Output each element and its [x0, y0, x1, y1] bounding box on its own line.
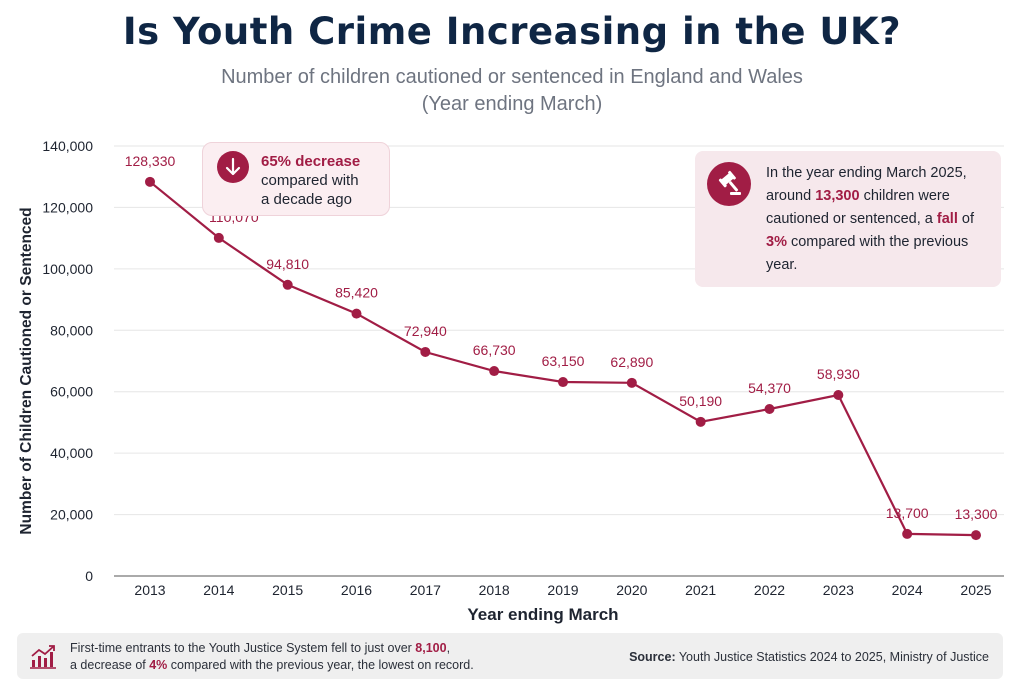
point-label: 62,890: [610, 354, 653, 370]
series-points: [145, 176, 981, 541]
gavel-icon: [707, 162, 751, 206]
point-label: 63,150: [542, 353, 585, 369]
fall-percent: 3%: [766, 234, 787, 250]
data-point: [764, 404, 775, 415]
point-label: 72,940: [404, 323, 447, 339]
y-tick-label: 40,000: [50, 445, 93, 461]
x-tick-label: 2022: [754, 582, 785, 598]
y-tick-label: 60,000: [50, 384, 93, 400]
data-point: [695, 416, 706, 427]
x-tick-label: 2025: [960, 582, 991, 598]
decrease-line-2: compared with: [261, 172, 359, 189]
children-count: 13,300: [815, 188, 860, 204]
summary-callout-text: In the year ending March 2025, around 13…: [766, 165, 974, 273]
y-tick-label: 80,000: [50, 322, 93, 338]
x-tick-label: 2018: [479, 582, 510, 598]
point-label: 13,300: [955, 506, 998, 522]
source-note: Source: Youth Justice Statistics 2024 to…: [629, 650, 989, 664]
decrease-callout-text: 65% decrease compared with a decade ago: [261, 152, 360, 209]
data-point: [902, 528, 913, 539]
data-point: [145, 176, 155, 187]
point-labels: 128,330110,07094,81085,42072,94066,73063…: [125, 153, 998, 522]
decrease-line-3: a decade ago: [261, 191, 352, 208]
first-time-entrants-percent: 4%: [149, 658, 168, 672]
summary-callout: In the year ending March 2025, around 13…: [695, 151, 1001, 287]
point-label: 58,930: [817, 366, 860, 382]
point-label: 50,190: [679, 393, 722, 409]
data-point: [971, 530, 981, 541]
y-tick-label: 140,000: [42, 138, 93, 154]
point-label: 128,330: [125, 153, 176, 169]
decrease-percent: 65% decrease: [261, 153, 361, 170]
data-point: [213, 232, 224, 243]
x-axis-title: Year ending March: [467, 605, 618, 624]
fall-word: fall: [936, 211, 958, 227]
page-subtitle: Number of children cautioned or sentence…: [0, 64, 1024, 118]
line-chart: 0 20,000 40,000 60,000 80,000 100,000 120,000 1…: [18, 138, 1004, 624]
y-tick-label: 20,000: [50, 507, 93, 523]
x-tick-label: 2024: [892, 582, 923, 598]
data-point: [626, 377, 637, 388]
data-point: [489, 366, 500, 377]
x-tick-label: 2023: [823, 582, 854, 598]
y-tick-label: 0: [85, 568, 93, 584]
y-tick-label: 120,000: [42, 199, 93, 215]
y-tick-label: 100,000: [42, 261, 93, 277]
point-label: 66,730: [473, 342, 516, 358]
y-axis-title: Number of Children Cautioned or Sentence…: [18, 207, 35, 534]
trend-chart-icon: [29, 643, 57, 674]
first-time-entrants-count: 8,100: [415, 641, 447, 655]
y-tick-labels: 0 20,000 40,000 60,000 80,000 100,000 120,000 1…: [42, 138, 93, 584]
decrease-callout: 65% decrease compared with a decade ago: [202, 142, 390, 216]
page-title: Is Youth Crime Increasing in the UK?: [122, 10, 902, 53]
x-tick-label: 2013: [134, 582, 165, 598]
footer-bar: First-time entrants to the Youth Justice…: [17, 633, 1003, 679]
x-tick-label: 2020: [616, 582, 647, 598]
data-point: [558, 377, 568, 388]
x-tick-label: 2015: [272, 582, 303, 598]
data-point: [351, 308, 362, 319]
data-point: [833, 390, 844, 401]
x-tick-label: 2016: [341, 582, 372, 598]
down-arrow-icon: [217, 151, 249, 183]
x-tick-label: 2017: [410, 582, 441, 598]
point-label: 85,420: [335, 285, 378, 301]
subtitle-line-2: (Year ending March): [421, 93, 603, 115]
x-tick-label: 2014: [203, 582, 234, 598]
point-label: 94,810: [266, 256, 309, 272]
point-label: 13,700: [886, 505, 929, 521]
subtitle-line-1: Number of children cautioned or sentence…: [221, 66, 803, 88]
footer-note: First-time entrants to the Youth Justice…: [70, 641, 474, 672]
point-label: 54,370: [748, 380, 791, 396]
x-tick-label: 2019: [547, 582, 578, 598]
x-tick-label: 2021: [685, 582, 716, 598]
x-tick-labels: 2013 2014 2015 2016 2017 2018 2019 2020 2021 2022…: [134, 582, 991, 598]
data-point: [282, 279, 293, 290]
data-point: [420, 346, 431, 357]
